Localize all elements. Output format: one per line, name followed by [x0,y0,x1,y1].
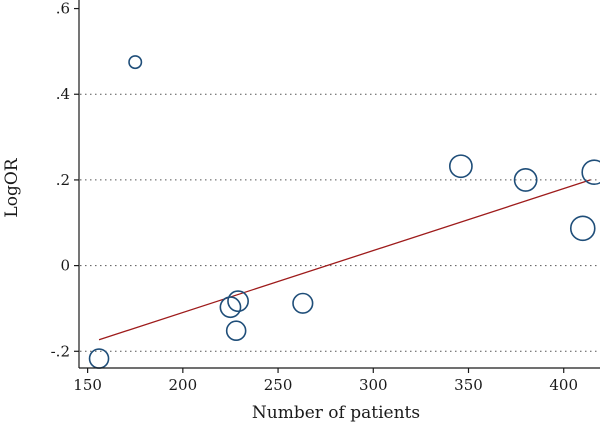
data-point [581,159,600,186]
fit-line-layer [98,179,591,341]
x-tick-label: 150 [73,376,102,394]
data-point [513,168,538,192]
x-tick-label: 400 [549,376,578,394]
data-point [219,296,242,319]
data-point [225,320,247,342]
data-point [569,215,596,242]
data-point [448,154,473,179]
y-axis-label: LogOR [2,157,22,217]
y-tick-label: 0 [60,257,70,275]
gridlines [80,93,600,352]
tick-labels: -.2 0 .2 .4 .6 150 200 250 300 350 400 [51,0,578,394]
y-tick-label: .4 [56,85,70,103]
x-tick-label: 250 [264,376,293,394]
y-tick-label: -.2 [51,342,70,360]
data-point [128,55,143,70]
y-tick-label: .2 [56,171,70,189]
axes [74,0,600,373]
data-points [88,55,600,369]
fit-line [98,179,591,341]
y-tick-label: .6 [56,0,70,18]
x-axis-label: Number of patients [252,403,420,423]
x-tick-label: 200 [169,376,198,394]
data-point [292,292,314,314]
data-point [88,348,110,369]
data-point [227,290,249,313]
x-tick-label: 300 [359,376,388,394]
x-tick-label: 350 [454,376,483,394]
